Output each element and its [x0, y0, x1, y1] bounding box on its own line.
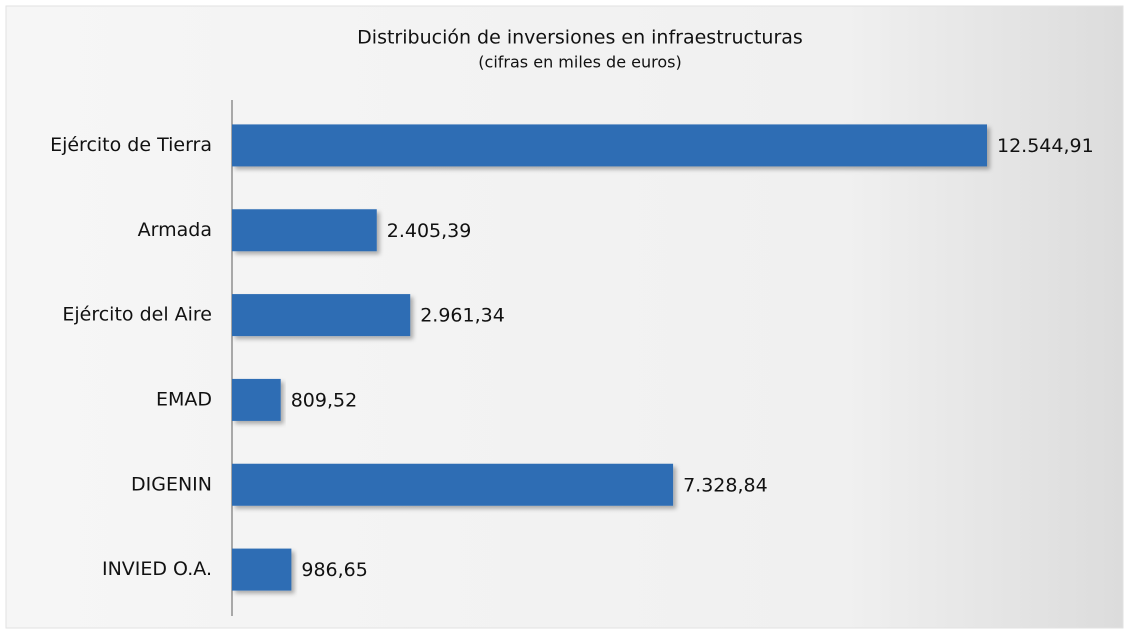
bar	[232, 548, 292, 591]
value-label: 2.961,34	[420, 305, 505, 327]
value-label: 12.544,91	[997, 135, 1094, 157]
value-label: 2.405,39	[387, 220, 472, 242]
bar	[232, 124, 987, 167]
y-tick-label: Armada	[138, 219, 212, 241]
chart-subtitle: (cifras en miles de euros)	[478, 53, 681, 72]
value-label: 986,65	[301, 559, 367, 581]
y-tick-label: Ejército del Aire	[62, 304, 212, 326]
y-tick-label: DIGENIN	[131, 473, 212, 495]
y-tick-label: INVIED O.A.	[102, 558, 212, 580]
y-tick-label: EMAD	[156, 388, 212, 410]
bar	[232, 463, 674, 506]
chart-title: Distribución de inversiones en infraestr…	[357, 27, 803, 49]
bar	[232, 294, 411, 337]
value-label: 809,52	[291, 389, 357, 411]
background	[5, 5, 1124, 629]
y-tick-label: Ejército de Tierra	[50, 134, 212, 156]
bar	[232, 209, 377, 252]
value-label: 7.328,84	[683, 474, 768, 496]
bar	[232, 378, 281, 421]
